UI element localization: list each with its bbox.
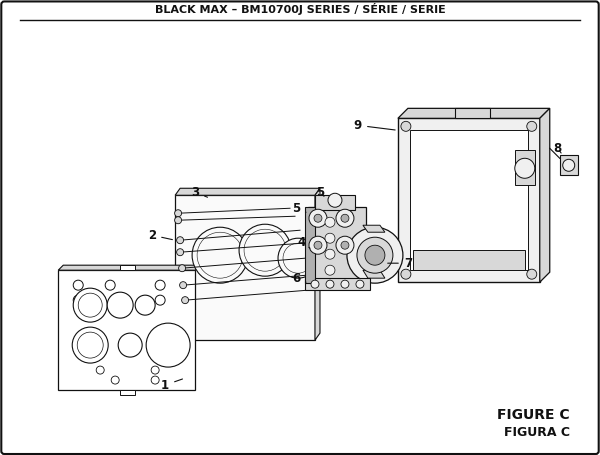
Circle shape	[325, 233, 335, 243]
Circle shape	[283, 243, 313, 273]
Circle shape	[111, 376, 119, 384]
Polygon shape	[175, 195, 315, 340]
Circle shape	[175, 210, 182, 217]
Circle shape	[278, 238, 318, 278]
Circle shape	[118, 333, 142, 357]
Circle shape	[527, 121, 537, 131]
Circle shape	[527, 269, 537, 279]
Circle shape	[77, 332, 103, 358]
Circle shape	[341, 214, 349, 222]
Circle shape	[309, 236, 327, 254]
Circle shape	[151, 376, 159, 384]
Circle shape	[96, 366, 104, 374]
Circle shape	[309, 209, 327, 227]
Text: 6: 6	[292, 272, 306, 285]
Circle shape	[336, 236, 354, 254]
Polygon shape	[413, 250, 525, 270]
Polygon shape	[363, 225, 385, 232]
Polygon shape	[315, 188, 320, 340]
Circle shape	[151, 366, 159, 374]
Circle shape	[72, 327, 108, 363]
Polygon shape	[315, 195, 355, 210]
Circle shape	[325, 249, 335, 259]
Circle shape	[73, 280, 83, 290]
Polygon shape	[175, 188, 320, 195]
Circle shape	[328, 193, 342, 207]
Polygon shape	[305, 207, 315, 283]
Text: 5: 5	[316, 186, 324, 199]
Text: BLACK MAX – BM10700J SERIES / SÉRIE / SERIE: BLACK MAX – BM10700J SERIES / SÉRIE / SE…	[155, 4, 445, 15]
Circle shape	[365, 245, 385, 265]
Circle shape	[155, 295, 165, 305]
Text: 1: 1	[161, 379, 182, 392]
Circle shape	[107, 292, 133, 318]
Polygon shape	[363, 270, 385, 278]
Circle shape	[401, 121, 411, 131]
Polygon shape	[540, 108, 550, 282]
Circle shape	[176, 237, 184, 244]
Polygon shape	[120, 265, 135, 270]
Circle shape	[341, 241, 349, 249]
Polygon shape	[308, 207, 366, 282]
Circle shape	[192, 227, 248, 283]
Circle shape	[197, 232, 243, 278]
Polygon shape	[398, 108, 550, 118]
Circle shape	[515, 158, 535, 178]
Circle shape	[336, 209, 354, 227]
Text: 5: 5	[292, 202, 306, 215]
Circle shape	[314, 214, 322, 222]
Circle shape	[73, 295, 83, 305]
Polygon shape	[455, 108, 490, 118]
Circle shape	[314, 241, 322, 249]
Text: 4: 4	[298, 236, 310, 249]
Circle shape	[179, 265, 185, 272]
Circle shape	[146, 323, 190, 367]
Circle shape	[176, 249, 184, 256]
Polygon shape	[120, 390, 135, 395]
Text: 3: 3	[191, 186, 208, 199]
Polygon shape	[305, 278, 370, 290]
Polygon shape	[58, 265, 200, 270]
Circle shape	[311, 280, 319, 288]
Polygon shape	[398, 118, 540, 282]
Circle shape	[179, 282, 187, 288]
Circle shape	[357, 237, 393, 273]
Circle shape	[239, 224, 291, 276]
Circle shape	[326, 280, 334, 288]
Circle shape	[347, 227, 403, 283]
Circle shape	[155, 280, 165, 290]
Circle shape	[244, 229, 286, 271]
Text: FIGURE C: FIGURE C	[497, 408, 570, 422]
Text: 2: 2	[148, 229, 172, 242]
Polygon shape	[58, 270, 195, 390]
Circle shape	[175, 217, 182, 224]
Circle shape	[356, 280, 364, 288]
Circle shape	[73, 288, 107, 322]
Text: 8: 8	[554, 142, 562, 155]
Polygon shape	[560, 155, 578, 175]
Circle shape	[563, 159, 575, 171]
Circle shape	[401, 269, 411, 279]
Text: 7: 7	[388, 257, 412, 270]
Text: FIGURA C: FIGURA C	[504, 425, 570, 439]
Circle shape	[341, 280, 349, 288]
Circle shape	[78, 293, 102, 317]
Polygon shape	[410, 130, 528, 270]
Circle shape	[325, 217, 335, 227]
Polygon shape	[515, 150, 535, 185]
Circle shape	[105, 280, 115, 290]
Text: 9: 9	[354, 119, 395, 132]
Circle shape	[325, 265, 335, 275]
Circle shape	[135, 295, 155, 315]
Circle shape	[182, 297, 188, 303]
